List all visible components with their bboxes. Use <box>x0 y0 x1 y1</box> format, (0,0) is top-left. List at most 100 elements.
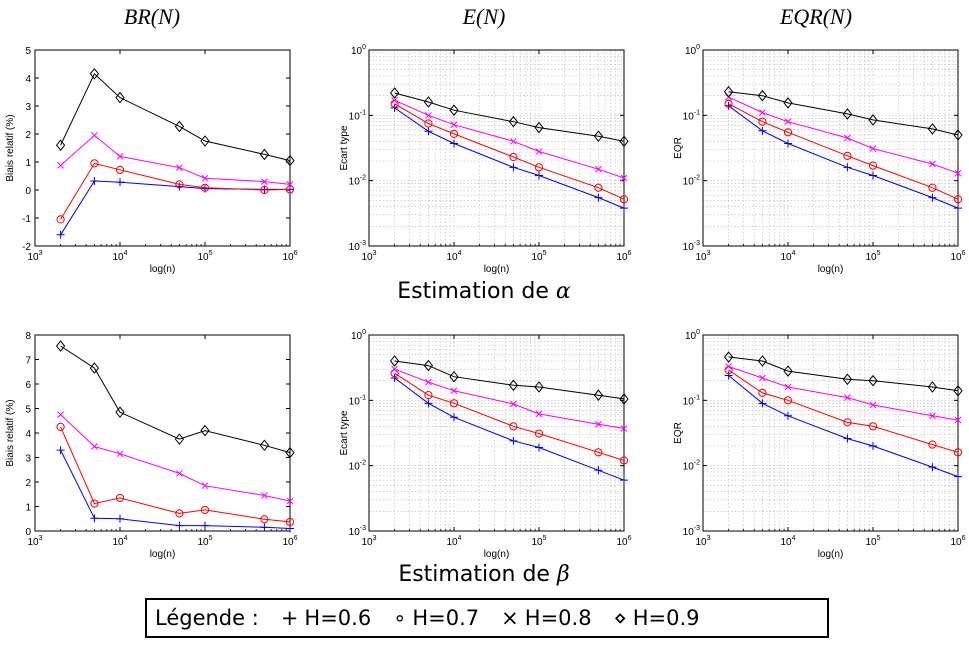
point-diamond <box>508 379 519 392</box>
y-tick-label: 10-2 <box>349 175 366 188</box>
series-x <box>725 363 962 424</box>
point-x <box>391 96 398 104</box>
point-circle <box>534 163 544 172</box>
point-plus <box>928 193 937 202</box>
y-tick-label: 5 <box>25 405 31 416</box>
point-circle <box>953 195 963 204</box>
legend-entry-h06: + H=0.6 <box>281 606 371 630</box>
point-plus <box>843 434 852 443</box>
point-plus <box>424 127 433 136</box>
chart-alpha-e: 103 104 105 106 10-3 10-2 10-1 100 log(n) Ecart t… <box>339 44 632 275</box>
chart-beta-br: 103 104 105 106 0 1 2 3 4 5 6 7 8 log(n) Biais relatif… <box>5 331 298 560</box>
point-circle <box>115 165 125 174</box>
x-tick-label: 106 <box>282 250 297 263</box>
point-diamond <box>842 108 853 120</box>
point-diamond <box>723 351 734 363</box>
x-tick-label: 106 <box>616 535 631 548</box>
point-x <box>784 118 792 126</box>
point-plus <box>784 411 792 420</box>
y-tick-label: 2 <box>25 478 31 489</box>
point-x <box>176 164 183 171</box>
point-plus <box>535 443 543 452</box>
point-circle <box>619 195 629 204</box>
point-plus <box>620 204 628 213</box>
point-x <box>620 425 628 432</box>
series-circle <box>56 159 295 224</box>
point-diamond <box>508 115 519 128</box>
legend-symbol-x: × <box>501 606 519 630</box>
point-plus <box>201 521 209 530</box>
point-diamond <box>259 439 270 452</box>
point-circle <box>115 493 125 503</box>
y-tick-label: 5 <box>25 46 31 57</box>
point-diamond <box>534 121 544 134</box>
point-plus <box>594 466 603 475</box>
point-diamond <box>174 120 185 133</box>
series-x <box>391 96 628 182</box>
series-line-x <box>60 414 291 502</box>
series-circle <box>724 366 963 457</box>
point-diamond <box>757 89 768 102</box>
point-circle <box>56 422 65 431</box>
series-circle <box>390 369 629 465</box>
point-diamond <box>449 104 459 116</box>
series-plus <box>56 177 294 239</box>
point-diamond <box>200 424 210 437</box>
point-circle <box>594 183 603 192</box>
point-circle <box>758 117 767 126</box>
point-plus <box>116 178 124 187</box>
series-circle <box>56 422 295 527</box>
point-diamond <box>285 154 295 167</box>
x-tick-label: 103 <box>695 535 710 548</box>
point-x <box>176 470 183 477</box>
point-diamond <box>593 389 604 401</box>
y-tick-label: 8 <box>25 331 31 342</box>
legend-label: Légende : <box>155 606 259 630</box>
point-circle <box>843 151 852 160</box>
y-tick-label: 10-1 <box>349 109 366 122</box>
legend-entry-h09: ⋄ H=0.9 <box>614 606 700 630</box>
point-diamond <box>953 129 963 141</box>
point-plus <box>116 514 124 523</box>
column-title-e: E(N) <box>462 4 506 29</box>
series-line-circle <box>728 103 959 200</box>
point-x <box>116 153 124 160</box>
point-x <box>954 416 962 424</box>
chart-beta-eqr: 103 104 105 106 10-3 10-2 10-1 100 log(n) EQR <box>673 329 966 560</box>
point-diamond <box>783 365 793 377</box>
point-diamond <box>783 97 793 109</box>
grid-beta-e <box>369 335 624 531</box>
point-plus <box>175 521 184 530</box>
legend-entry-h07: ∘ H=0.7 <box>393 606 479 630</box>
point-circle <box>449 129 459 138</box>
point-circle <box>90 159 99 168</box>
legend-box: Légende : + H=0.6 ∘ H=0.7 × H=0.8 ⋄ H=0.9 <box>145 598 829 638</box>
y-tick-label: 1 <box>25 503 31 514</box>
point-x <box>535 410 543 418</box>
x-tick-label: 106 <box>282 535 297 548</box>
legend-symbol-diamond: ⋄ <box>613 606 627 630</box>
axes-box-beta-e <box>368 334 625 532</box>
point-diamond <box>842 373 853 386</box>
point-diamond <box>868 374 878 387</box>
series-line-plus <box>394 377 625 481</box>
point-plus <box>869 441 877 450</box>
y-tick-label: 6 <box>25 380 31 391</box>
point-plus <box>724 371 733 380</box>
y-tick-label: 10-3 <box>349 240 366 253</box>
series-plus <box>56 446 294 533</box>
point-diamond <box>89 362 100 374</box>
point-x <box>759 109 766 116</box>
series-line-diamond <box>60 345 291 454</box>
point-diamond <box>259 148 270 161</box>
point-circle <box>200 183 210 192</box>
column-title-eqr: EQR(N) <box>779 4 853 29</box>
point-diamond <box>89 67 100 80</box>
y-tick-label: 100 <box>351 329 366 342</box>
series-line-plus <box>60 180 290 236</box>
point-circle <box>56 215 65 224</box>
y-tick-label: 3 <box>25 102 31 113</box>
point-diamond <box>619 393 629 405</box>
